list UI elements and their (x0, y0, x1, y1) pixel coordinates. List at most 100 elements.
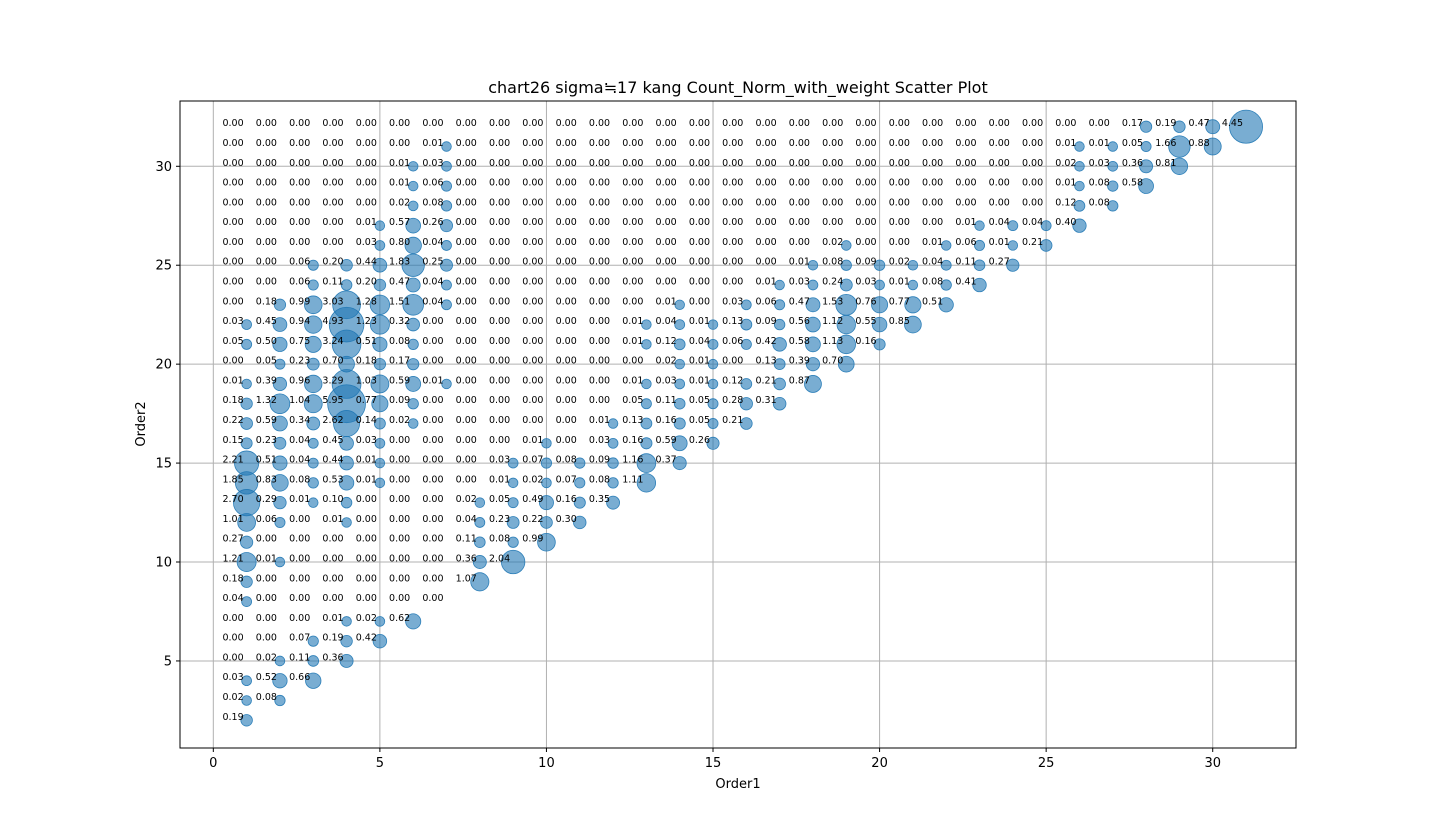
scatter-point (974, 220, 985, 231)
data-label: 0.01 (622, 336, 643, 347)
data-label: 0.00 (456, 435, 477, 446)
data-label: 0.00 (622, 158, 643, 169)
data-label: 0.62 (389, 613, 410, 624)
data-label: 0.06 (722, 336, 743, 347)
data-label: 0.00 (422, 356, 443, 367)
scatter-point (407, 161, 419, 172)
data-label: 0.00 (256, 158, 277, 169)
scatter-point (306, 357, 320, 371)
scatter-point (304, 315, 323, 334)
data-label: 0.05 (1122, 138, 1143, 149)
data-label: 0.09 (589, 455, 610, 466)
data-label: 1.12 (822, 316, 843, 327)
x-tick-label: 10 (538, 756, 555, 771)
scatter-point (707, 418, 719, 429)
scatter-point (241, 596, 253, 607)
data-label: 0.00 (556, 336, 577, 347)
data-label: 1.13 (822, 336, 843, 347)
data-label: 0.08 (489, 534, 510, 545)
data-label: 0.00 (656, 217, 677, 228)
data-label: 0.00 (722, 138, 743, 149)
data-label: 0.23 (289, 356, 310, 367)
data-label: 0.06 (955, 237, 976, 248)
data-label: 0.00 (456, 336, 477, 347)
scatter-point (1140, 141, 1152, 152)
scatter-point (1173, 120, 1186, 133)
scatter-point (874, 279, 885, 291)
data-label: 0.03 (1089, 158, 1110, 169)
data-label: 0.03 (855, 277, 876, 288)
data-label: 0.00 (289, 178, 310, 189)
data-label: 0.00 (589, 316, 610, 327)
data-label: 0.00 (356, 197, 377, 208)
data-label: 0.18 (222, 573, 243, 584)
y-tick-label: 15 (155, 457, 172, 472)
scatter-point (805, 297, 821, 313)
scatter-point (340, 258, 353, 272)
scatter-point (373, 358, 387, 371)
scatter-point (373, 417, 386, 430)
data-label: 0.00 (322, 118, 343, 129)
data-label: 0.35 (589, 494, 610, 505)
data-label: 0.00 (222, 296, 243, 307)
data-label: 0.12 (722, 375, 743, 386)
scatter-point (307, 437, 319, 449)
data-label: 0.00 (989, 197, 1010, 208)
data-label: 0.00 (289, 197, 310, 208)
data-label: 0.00 (622, 138, 643, 149)
data-label: 0.00 (489, 336, 510, 347)
data-label: 0.00 (656, 237, 677, 248)
data-label: 0.00 (456, 415, 477, 426)
data-label: 0.00 (256, 593, 277, 604)
data-label: 0.00 (1022, 197, 1043, 208)
data-label: 0.18 (256, 296, 277, 307)
data-label: 0.32 (389, 316, 410, 327)
data-label: 0.01 (922, 237, 943, 248)
data-label: 0.70 (822, 356, 843, 367)
data-label: 0.00 (689, 217, 710, 228)
data-label: 0.00 (689, 237, 710, 248)
data-label: 0.12 (656, 336, 677, 347)
scatter-point (340, 279, 353, 291)
data-label: 3.03 (322, 296, 343, 307)
data-label: 0.02 (889, 257, 910, 268)
data-label: 0.06 (422, 178, 443, 189)
scatter-point (507, 477, 519, 489)
data-label: 0.00 (989, 118, 1010, 129)
scatter-point (340, 496, 353, 509)
data-label: 0.00 (356, 178, 377, 189)
data-label: 0.00 (622, 237, 643, 248)
data-label: 0.00 (755, 158, 776, 169)
x-tick-label: 25 (1038, 756, 1055, 771)
data-label: 0.19 (1155, 118, 1176, 129)
data-label: 0.00 (922, 138, 943, 149)
data-label: 0.00 (556, 197, 577, 208)
data-label: 0.00 (622, 197, 643, 208)
data-label: 0.81 (1155, 158, 1176, 169)
data-label: 0.00 (589, 257, 610, 268)
data-label: 0.85 (889, 316, 910, 327)
data-label: 0.00 (922, 158, 943, 169)
scatter-point (440, 258, 453, 272)
data-label: 0.00 (689, 118, 710, 129)
data-label: 0.03 (489, 455, 510, 466)
data-label: 0.03 (589, 435, 610, 446)
data-label: 2.70 (222, 494, 243, 505)
data-label: 1.83 (389, 257, 410, 268)
data-label: 0.09 (755, 316, 776, 327)
scatter-point (240, 417, 253, 430)
data-label: 0.03 (356, 237, 377, 248)
data-label: 0.00 (456, 296, 477, 307)
data-label: 0.00 (489, 277, 510, 288)
data-label: 0.00 (556, 277, 577, 288)
scatter-point (273, 298, 287, 311)
scatter-point (674, 358, 685, 370)
data-label: 0.00 (722, 217, 743, 228)
data-label: 0.21 (722, 415, 743, 426)
data-label: 0.00 (822, 138, 843, 149)
data-label: 0.00 (1022, 138, 1043, 149)
data-label: 0.11 (955, 257, 976, 268)
data-label: 0.00 (322, 138, 343, 149)
data-label: 3.29 (322, 375, 343, 386)
scatter-point (573, 496, 586, 509)
